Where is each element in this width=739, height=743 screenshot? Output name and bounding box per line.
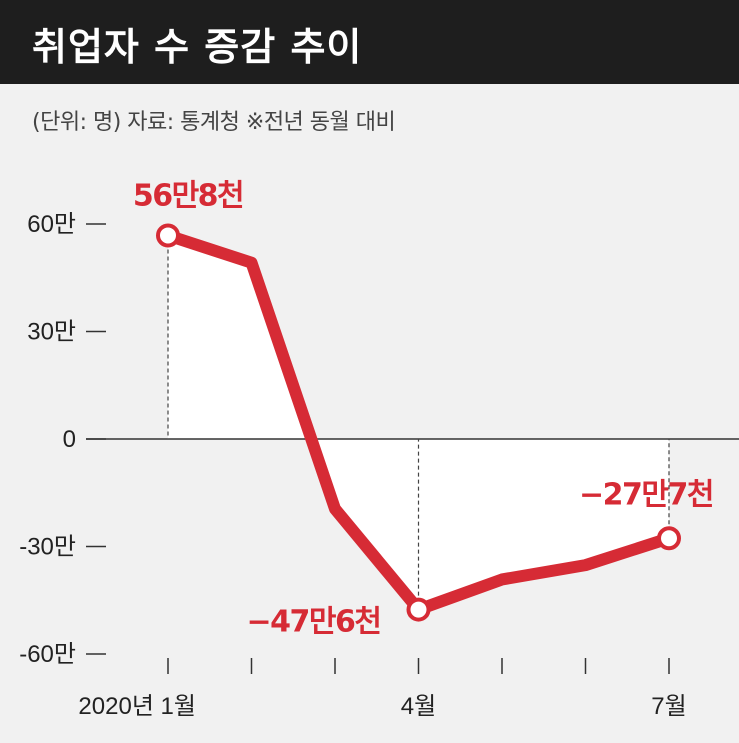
- y-tick-label: -60만: [19, 641, 76, 668]
- title-bar: 취업자 수 증감 추이: [0, 0, 739, 84]
- chart-title: 취업자 수 증감 추이: [32, 25, 363, 69]
- area-fill: [168, 235, 669, 610]
- data-label: −47만6천: [247, 605, 381, 640]
- data-point: [657, 526, 681, 551]
- y-tick-label: 0: [63, 426, 76, 453]
- data-label: −27만7천: [579, 477, 713, 512]
- y-tick-label: 30만: [27, 319, 76, 346]
- data-point: [406, 597, 431, 622]
- y-tick-label: 60만: [27, 211, 76, 238]
- data-label: 56만8천: [133, 178, 243, 213]
- x-tick-label: 4월: [401, 693, 436, 720]
- data-point: [156, 223, 180, 248]
- y-tick-label: -30만: [19, 534, 76, 561]
- x-tick-label: 7월: [651, 693, 686, 720]
- chart-subtitle: (단위: 명) 자료: 통계청 ※전년 동월 대비: [32, 110, 396, 135]
- x-tick-label: 2020년 1월: [78, 693, 196, 720]
